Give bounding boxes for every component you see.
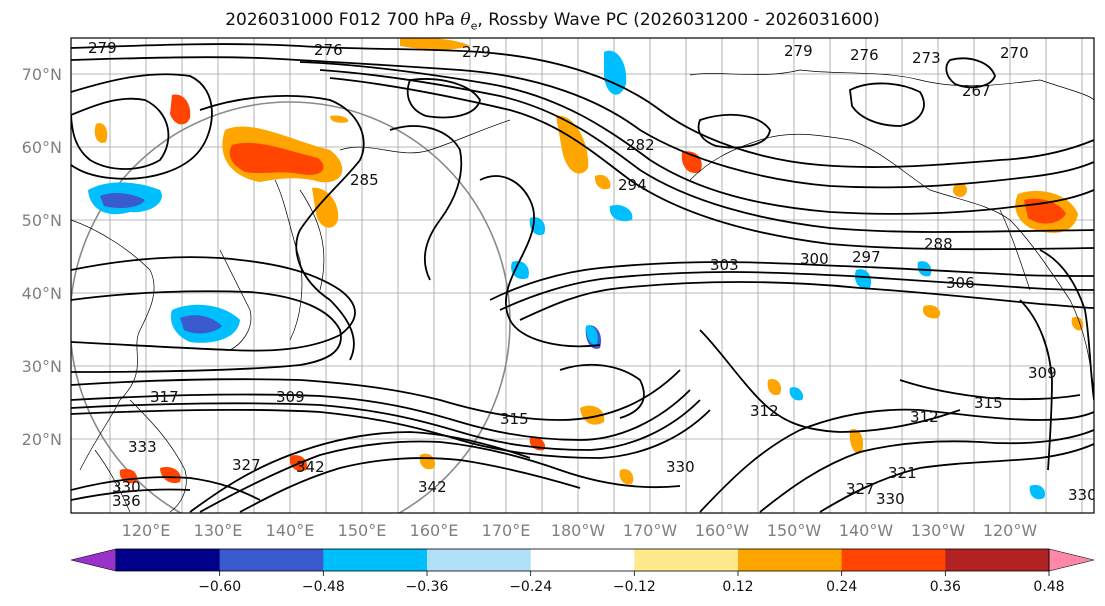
contour-label: 306	[946, 274, 975, 292]
contour-label: 303	[710, 256, 739, 274]
contour-label: 315	[500, 410, 529, 428]
contour-label: 327	[846, 480, 875, 498]
colorbar-segment	[427, 549, 532, 571]
contour-label: 270	[1000, 44, 1029, 62]
colorbar-tick-label: −0.12	[613, 579, 656, 595]
lat-label: 60°N	[22, 138, 62, 157]
colorbar-frame	[115, 548, 1050, 572]
map-border	[70, 37, 1095, 514]
anomaly-fills	[88, 38, 1084, 500]
contour-label: 294	[618, 176, 647, 194]
colorbar: −0.60 −0.48 −0.36 −0.24 −0.12 0.12 0.24 0.36 0.4…	[70, 548, 1095, 595]
theta-e-contours	[71, 43, 1094, 513]
contour-label: 327	[232, 456, 261, 474]
lat-label: 20°N	[22, 430, 62, 449]
contour-label: 276	[314, 41, 343, 59]
lat-label: 30°N	[22, 357, 62, 376]
lat-label: 50°N	[22, 211, 62, 230]
colorbar-tick-label: 0.24	[826, 579, 857, 595]
lon-label: 120°W	[983, 521, 1038, 540]
contour-label: 282	[626, 136, 655, 154]
target-region-circle	[71, 101, 511, 513]
contour-label: 312	[910, 408, 939, 426]
lon-label: 160°W	[695, 521, 750, 540]
contour-label: 321	[888, 464, 917, 482]
contour-label: 297	[852, 248, 881, 266]
contour-label: 330	[876, 490, 905, 508]
contour-label: 273	[912, 49, 941, 67]
colorbar-tick-label: −0.36	[406, 579, 449, 595]
contour-label: 330	[1068, 486, 1097, 504]
longitude-axis: 120°E 130°E 140°E 150°E 160°E 170°E 180°…	[122, 521, 1038, 540]
colorbar-segment	[945, 549, 1050, 571]
colorbar-tick-label: −0.24	[509, 579, 552, 595]
colorbar-tick-label: 0.36	[930, 579, 961, 595]
colorbar-segment	[738, 549, 843, 571]
lon-label: 150°E	[338, 521, 387, 540]
contour-label: 333	[128, 438, 157, 456]
colorbar-tick-label: 0.12	[722, 579, 753, 595]
lon-label: 180°W	[551, 521, 606, 540]
contour-label: 279	[88, 39, 117, 57]
colorbar-segment	[323, 549, 428, 571]
contour-label: 279	[462, 43, 491, 61]
colorbar-segment	[219, 549, 324, 571]
lat-label: 40°N	[22, 284, 62, 303]
colorbar-segment	[634, 549, 739, 571]
contour-label: 342	[296, 458, 325, 476]
contour-label: 330	[666, 458, 695, 476]
contour-label: 276	[850, 46, 879, 64]
lat-label: 70°N	[22, 65, 62, 84]
contour-label: 267	[962, 82, 991, 100]
contour-label: 309	[276, 388, 305, 406]
lon-label: 160°E	[410, 521, 459, 540]
contour-labels: 279 276 279 279 276 273 270 267 282 294 …	[88, 39, 1097, 510]
colorbar-segment	[841, 549, 946, 571]
colorbar-tick-label: 0.48	[1033, 579, 1064, 595]
colorbar-tick-label: −0.60	[198, 579, 241, 595]
contour-label: 300	[800, 250, 829, 268]
colorbar-segment	[530, 549, 635, 571]
contour-label: 285	[350, 171, 379, 189]
lon-label: 140°W	[839, 521, 894, 540]
lon-label: 150°W	[767, 521, 822, 540]
coastlines	[71, 69, 1094, 513]
lon-label: 170°E	[482, 521, 531, 540]
contour-label: 288	[924, 235, 953, 253]
contour-label: 330	[112, 478, 141, 496]
lon-label: 140°E	[266, 521, 315, 540]
map-title: 2026031000 F012 700 hPa θe, Rossby Wave …	[225, 10, 880, 33]
colorbar-tick-label: −0.48	[302, 579, 345, 595]
lon-label: 130°W	[911, 521, 966, 540]
colorbar-right-extension	[1048, 548, 1095, 572]
contour-label: 342	[418, 478, 447, 496]
colorbar-segment	[116, 549, 221, 571]
contour-label: 312	[750, 402, 779, 420]
contour-label: 279	[784, 42, 813, 60]
contour-label: 336	[112, 492, 141, 510]
contour-label: 309	[1028, 364, 1057, 382]
lon-label: 130°E	[194, 521, 243, 540]
colorbar-left-extension	[70, 548, 117, 572]
lon-label: 170°W	[623, 521, 678, 540]
contour-label: 317	[150, 388, 179, 406]
lon-label: 120°E	[122, 521, 171, 540]
latitude-axis: 70°N 60°N 50°N 40°N 30°N 20°N	[22, 65, 62, 449]
contour-label: 315	[974, 394, 1003, 412]
